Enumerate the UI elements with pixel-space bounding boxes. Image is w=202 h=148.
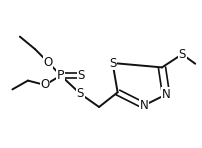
Text: S: S bbox=[178, 48, 185, 61]
Text: N: N bbox=[139, 99, 147, 112]
Text: S: S bbox=[76, 87, 84, 100]
Text: O: O bbox=[43, 56, 53, 69]
Text: P: P bbox=[57, 69, 64, 82]
Text: N: N bbox=[161, 88, 169, 101]
Text: O: O bbox=[40, 78, 49, 91]
Text: S: S bbox=[108, 57, 116, 70]
Text: S: S bbox=[77, 69, 84, 82]
